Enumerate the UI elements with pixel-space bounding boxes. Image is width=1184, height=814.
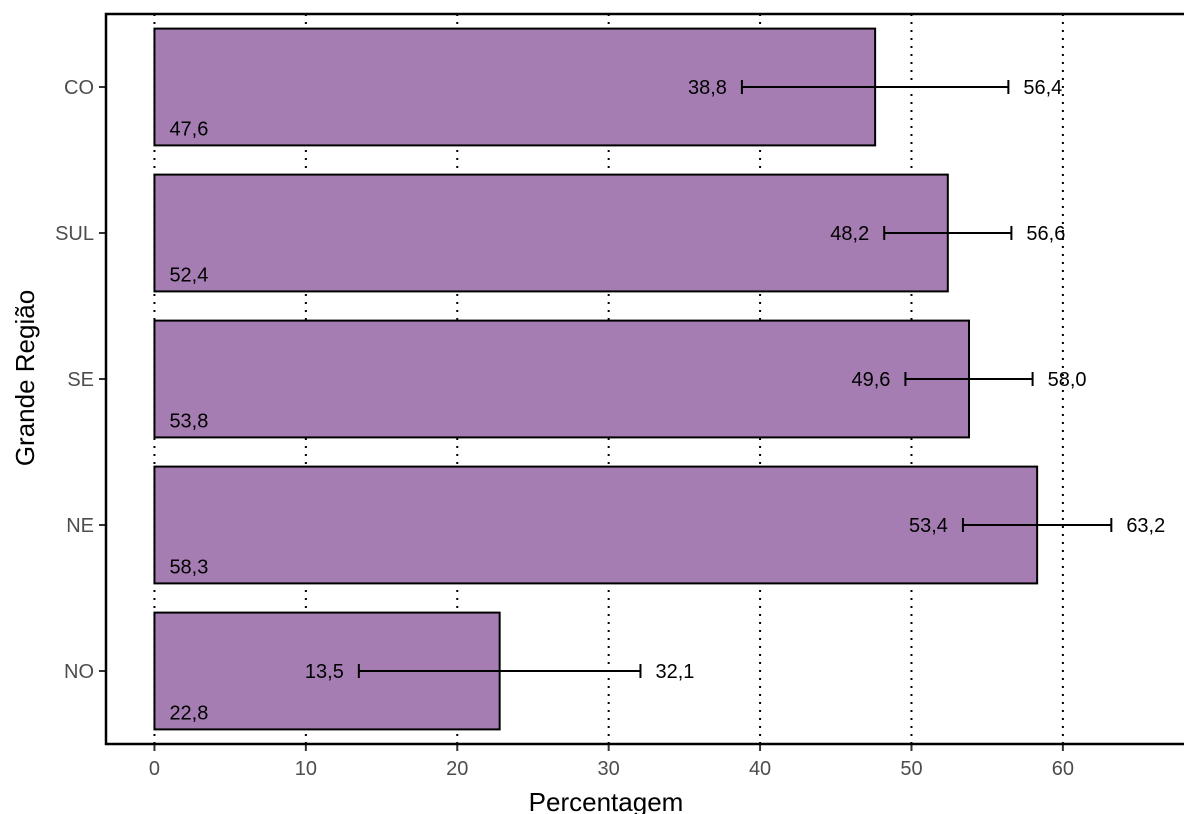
value-label-co: 47,6 xyxy=(169,118,208,140)
ci-upper-label-sul: 56,6 xyxy=(1026,223,1065,245)
bar-se xyxy=(153,319,971,439)
error-bars-layer xyxy=(357,80,1113,678)
y-tick-label-se: SE xyxy=(67,369,94,391)
data-labels-layer: 38,8 56,4 47,6 48,2 56,6 52,4 49,6 58,0 53,8 53,4… xyxy=(169,77,1165,724)
x-tick-label-40: 40 xyxy=(749,758,771,780)
ci-lower-label-sul: 48,2 xyxy=(830,223,869,245)
ci-lower-label-no: 13,5 xyxy=(305,661,344,683)
x-tick-label-20: 20 xyxy=(446,758,468,780)
ci-lower-label-ne: 53,4 xyxy=(909,515,948,537)
y-tick-label-ne: NE xyxy=(66,515,94,537)
x-tick-label-10: 10 xyxy=(295,758,317,780)
ci-upper-label-no: 32,1 xyxy=(655,661,694,683)
value-label-sul: 52,4 xyxy=(169,264,208,286)
ci-upper-label-co: 56,4 xyxy=(1023,77,1062,99)
y-axis-title: Grande Região xyxy=(10,290,40,466)
x-tick-label-30: 30 xyxy=(598,758,620,780)
x-axis-title: Percentagem xyxy=(529,787,684,814)
bar-sul xyxy=(153,173,949,293)
value-label-ne: 58,3 xyxy=(169,556,208,578)
axes-layer: CO SUL SE NE NO 0 10 20 30 40 50 60 xyxy=(55,12,1184,780)
value-label-no: 22,8 xyxy=(169,702,208,724)
y-tick-label-no: NO xyxy=(64,661,94,683)
x-tick-label-0: 0 xyxy=(149,758,160,780)
x-tick-label-60: 60 xyxy=(1052,758,1074,780)
ci-lower-label-se: 49,6 xyxy=(851,369,890,391)
ci-lower-label-co: 38,8 xyxy=(688,77,727,99)
y-tick-label-co: CO xyxy=(64,77,94,99)
bar-ne xyxy=(153,465,1039,585)
y-tick-label-sul: SUL xyxy=(55,223,94,245)
ci-upper-label-se: 58,0 xyxy=(1048,369,1087,391)
ci-upper-label-ne: 63,2 xyxy=(1126,515,1165,537)
plot-frame xyxy=(104,12,1184,746)
x-tick-label-50: 50 xyxy=(900,758,922,780)
value-label-se: 53,8 xyxy=(169,410,208,432)
